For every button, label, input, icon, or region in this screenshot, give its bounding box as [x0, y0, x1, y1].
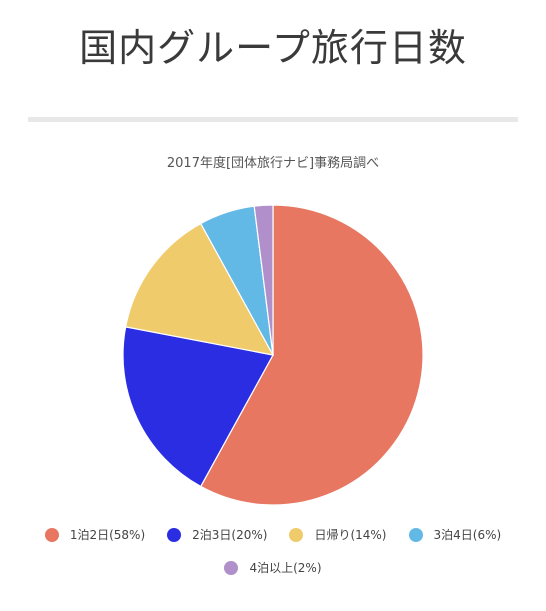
legend-color-swatch: [289, 527, 304, 542]
pie-slice-3[interactable]: [124, 222, 275, 356]
title-divider: [28, 117, 518, 122]
legend-color-swatch: [44, 527, 59, 542]
legend-label: 1泊2日(58%): [69, 528, 146, 542]
chart-subtitle: 2017年度[団体旅行ナビ]事務局調べ: [166, 156, 380, 171]
legend-color-swatch: [167, 527, 182, 542]
legend-label: 2泊3日(20%): [192, 528, 268, 542]
legend-item-1[interactable]: 1泊2日(58%): [44, 526, 146, 543]
legend-item-5[interactable]: 4泊以上(2%): [224, 559, 322, 576]
legend-item-4[interactable]: 3泊4日(6%): [408, 526, 502, 543]
legend-label: 日帰り(14%): [314, 528, 387, 542]
legend-item-2[interactable]: 2泊3日(20%): [167, 526, 267, 543]
chart-legend: 1泊2日(58%) 2泊3日(20%) 日帰り(14%) 3泊4日(6%) 4泊以上(2…: [0, 526, 546, 576]
legend-label: 3泊4日(6%): [433, 528, 502, 542]
legend-label: 4泊以上(2%): [249, 561, 322, 575]
legend-item-3[interactable]: 日帰り(14%): [289, 526, 387, 543]
pie-slice-5[interactable]: [253, 204, 274, 356]
page-title: 国内グループ旅行日数: [79, 26, 467, 70]
legend-color-swatch: [224, 560, 239, 575]
pie-slice-4[interactable]: [199, 205, 274, 356]
pie-slice-1[interactable]: [199, 204, 424, 506]
legend-color-swatch: [408, 527, 423, 542]
pie-slice-2[interactable]: [122, 326, 274, 488]
